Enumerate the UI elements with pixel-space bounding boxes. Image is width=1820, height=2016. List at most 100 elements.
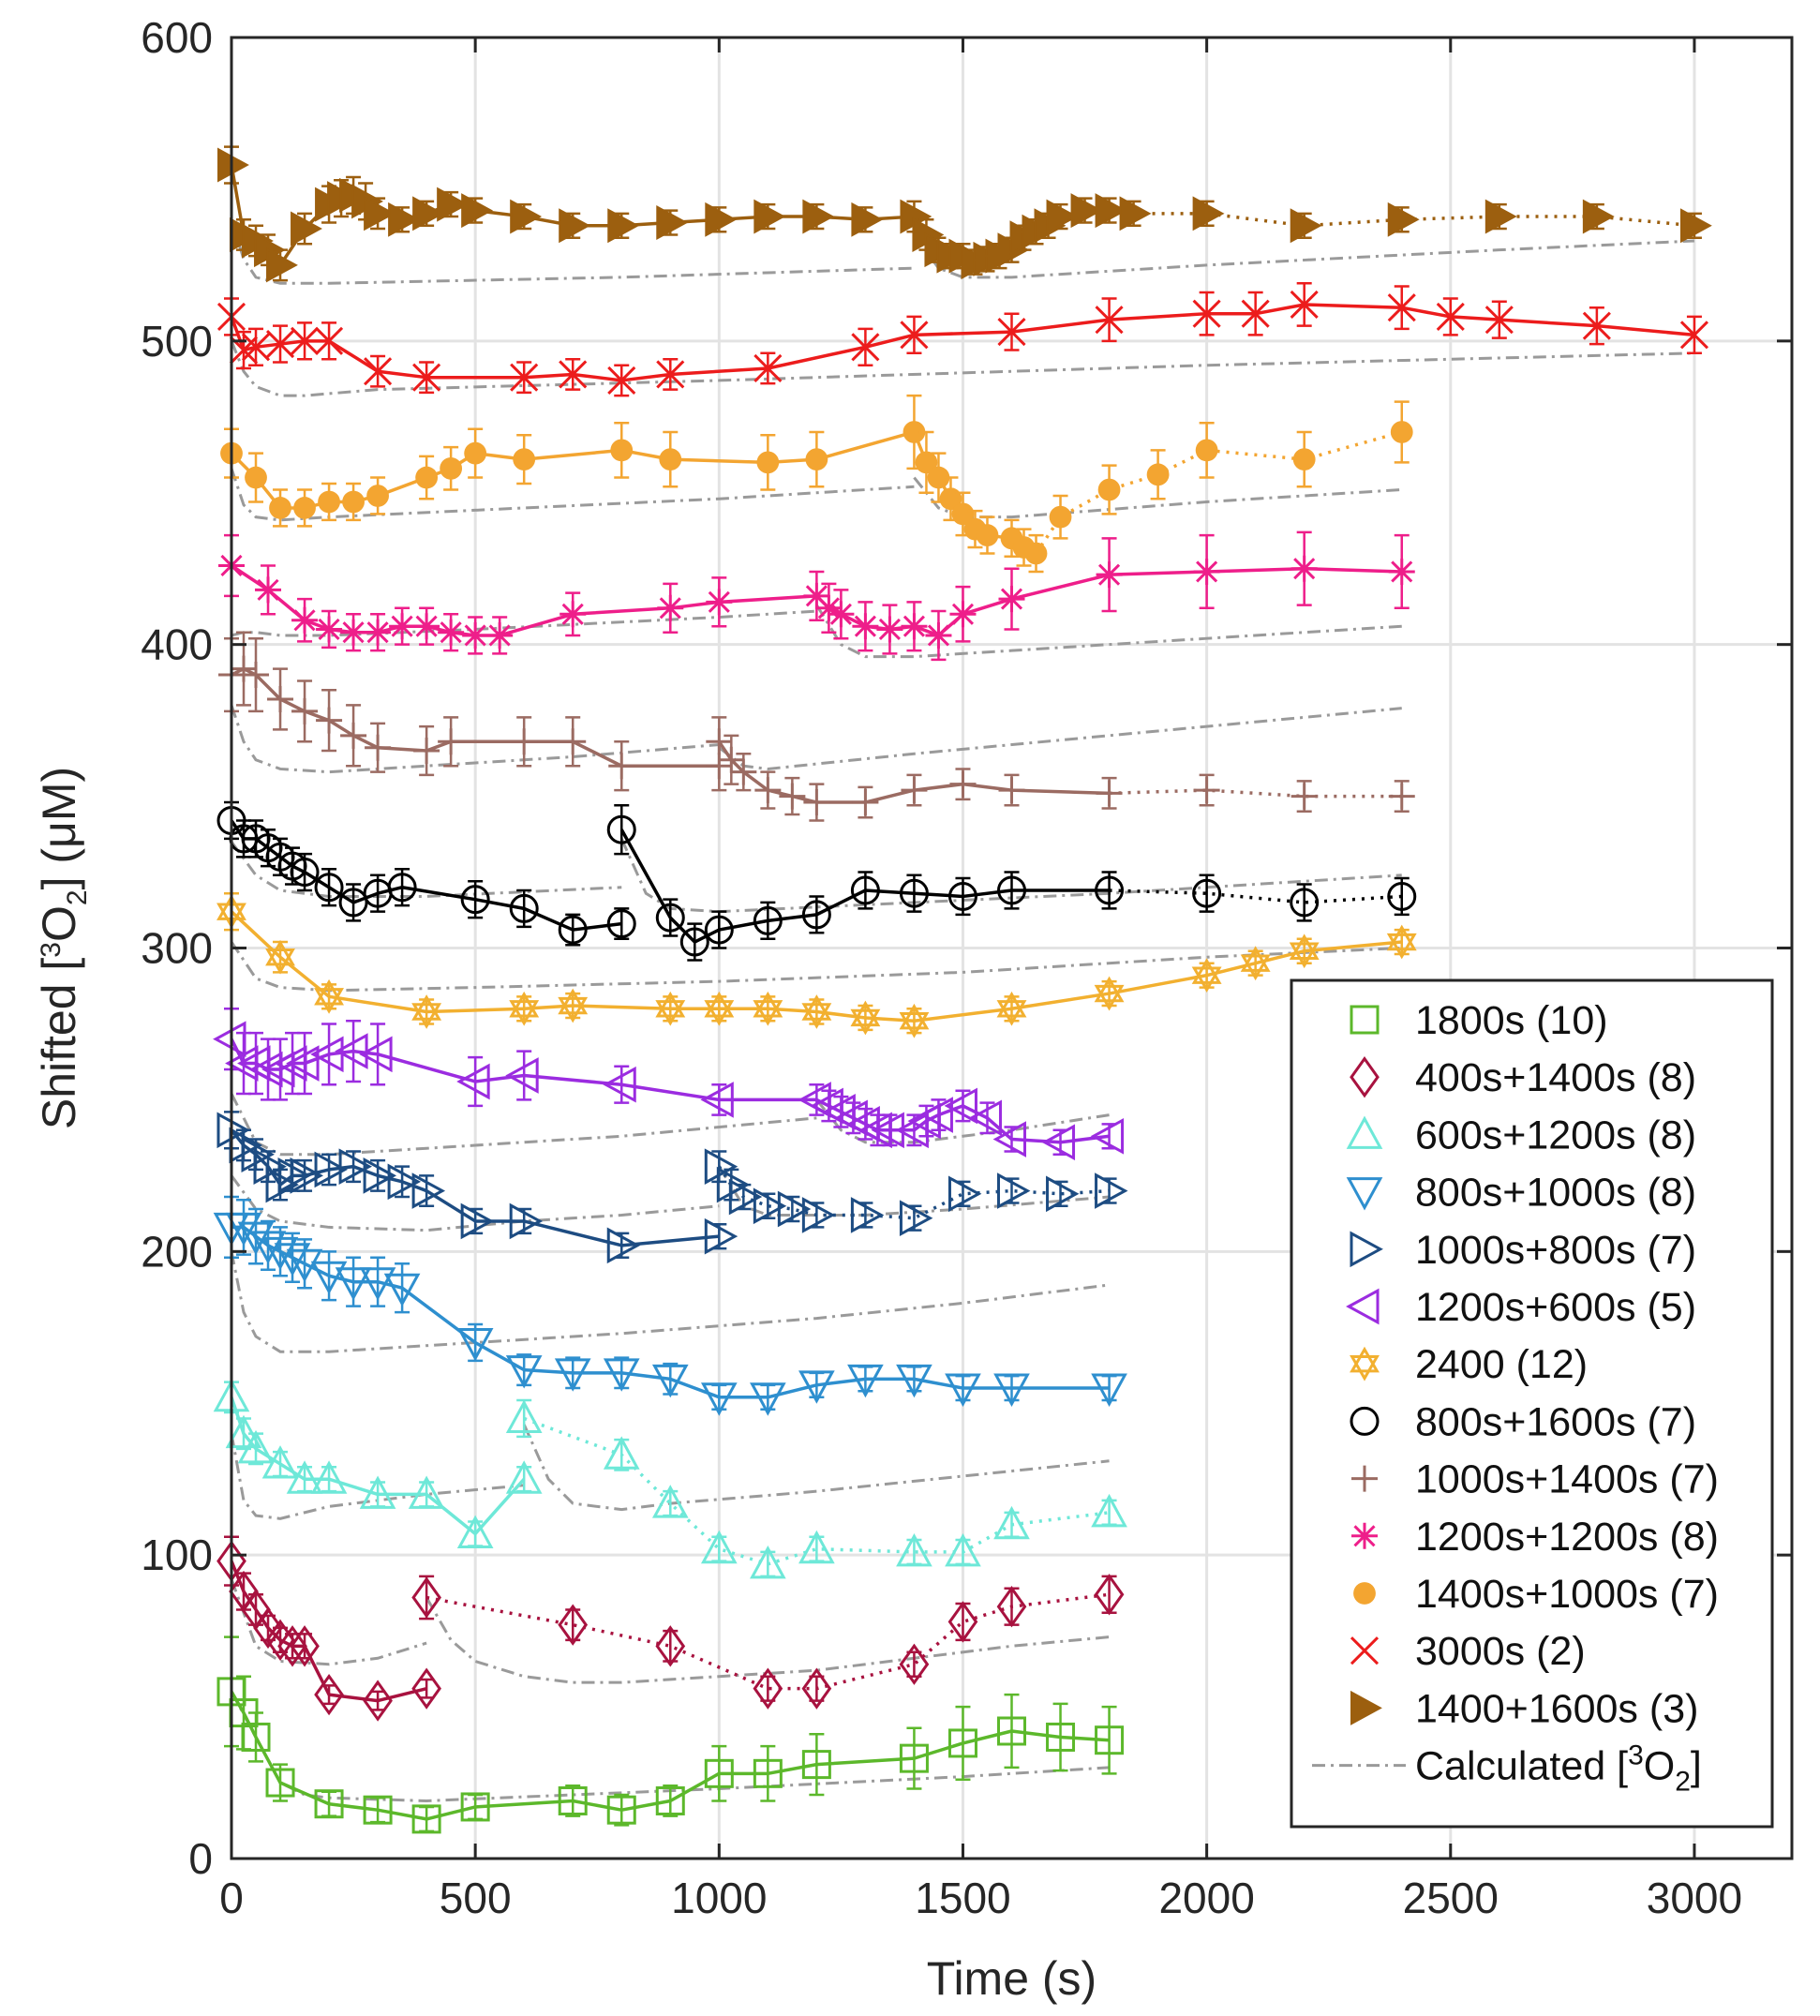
series-1 — [216, 1635, 1125, 1834]
legend-marker — [1346, 1177, 1383, 1211]
data-point — [510, 363, 539, 392]
y-title-suffix: ] (μM) — [33, 767, 85, 890]
data-point — [750, 1545, 786, 1579]
data-point — [486, 621, 514, 649]
data-point — [1096, 561, 1123, 589]
data-point — [413, 738, 440, 765]
hexagram-part — [411, 994, 442, 1021]
data-point — [706, 589, 733, 616]
data-point — [876, 616, 903, 643]
data-point — [1240, 946, 1271, 981]
data-point — [359, 1036, 393, 1073]
data-point — [286, 1248, 323, 1283]
error-bar — [614, 907, 630, 941]
data-point — [559, 601, 587, 628]
legend-calc-suffix: ] — [1691, 1744, 1702, 1789]
data-point — [919, 1097, 953, 1133]
data-point — [1119, 196, 1152, 231]
series-12 — [216, 282, 1709, 397]
hexagram-part — [1240, 954, 1271, 981]
hexagram-part — [704, 991, 735, 1018]
data-point — [290, 1625, 320, 1667]
data-point — [1582, 311, 1611, 340]
data-point — [359, 1267, 396, 1301]
error-bar — [809, 1732, 825, 1797]
data-point — [659, 448, 682, 471]
data-point — [651, 1364, 689, 1398]
data-point — [610, 439, 634, 462]
data-point — [1484, 306, 1514, 335]
hexagram-part — [265, 948, 295, 975]
data-point — [801, 1667, 832, 1710]
x-tick-label: 1500 — [915, 1874, 1010, 1922]
calculated-curve — [230, 1093, 817, 1157]
data-point — [1290, 290, 1319, 320]
data-point — [310, 1261, 348, 1295]
data-point — [803, 789, 830, 816]
hexagram-part — [1191, 966, 1222, 993]
y-tick-label: 100 — [141, 1531, 213, 1579]
data-point — [265, 1768, 295, 1798]
data-point — [1386, 924, 1417, 960]
data-point — [231, 655, 258, 682]
data-point — [847, 1364, 884, 1398]
hexagram-part — [1350, 1346, 1380, 1373]
error-bar — [273, 940, 289, 974]
data-point — [261, 1445, 299, 1479]
data-point — [651, 1485, 689, 1518]
data-point — [456, 1327, 494, 1362]
data-point — [756, 451, 780, 474]
data-point — [1192, 299, 1221, 328]
data-point — [947, 1728, 977, 1758]
data-point — [1095, 306, 1124, 335]
data-point — [460, 1202, 495, 1240]
data-point — [437, 187, 470, 222]
data-point — [267, 685, 294, 712]
data-point — [558, 988, 589, 1023]
x-tick-label: 500 — [440, 1874, 512, 1922]
hexagram-part — [509, 1000, 540, 1026]
data-point — [1041, 1124, 1076, 1161]
data-point — [951, 502, 975, 526]
data-point — [1290, 208, 1322, 244]
hexagram-part — [1386, 924, 1417, 951]
data-point — [899, 1643, 930, 1685]
hexagram-part — [899, 1003, 930, 1030]
error-bar — [516, 1050, 532, 1101]
series-line — [1035, 430, 1403, 555]
data-point — [269, 497, 291, 519]
data-point — [364, 357, 393, 386]
data-point — [657, 594, 684, 621]
data-point — [389, 613, 416, 640]
data-point — [249, 1231, 287, 1264]
calculated-curve — [718, 707, 1402, 770]
calculated-curve — [815, 604, 1402, 659]
legend-marker — [1350, 1406, 1380, 1436]
hexagram-part — [558, 988, 589, 1015]
data-point — [1436, 302, 1465, 331]
data-point — [241, 333, 271, 362]
data-point — [505, 1399, 543, 1433]
data-point — [1484, 199, 1517, 234]
data-point — [310, 1460, 348, 1494]
data-point — [1094, 976, 1125, 1011]
data-point — [509, 991, 540, 1026]
data-point — [801, 1197, 836, 1233]
hexagram-part — [704, 1000, 735, 1026]
data-point — [777, 1190, 812, 1228]
legend-item: 600s+1200s (8) — [1346, 1113, 1696, 1157]
data-point — [413, 613, 440, 640]
data-point — [340, 722, 367, 749]
data-point — [241, 1136, 275, 1173]
calculated-curve — [230, 704, 720, 774]
data-point — [753, 991, 783, 1026]
error-bar — [663, 1629, 679, 1663]
data-point — [753, 199, 786, 234]
data-point — [509, 1202, 544, 1240]
legend-item: 1400s+1000s (7) — [1353, 1572, 1719, 1617]
error-bar — [809, 1675, 825, 1702]
data-point — [1090, 1117, 1125, 1155]
hexagram-part — [314, 978, 344, 1006]
data-point — [903, 421, 926, 443]
error-bar — [370, 1023, 386, 1086]
